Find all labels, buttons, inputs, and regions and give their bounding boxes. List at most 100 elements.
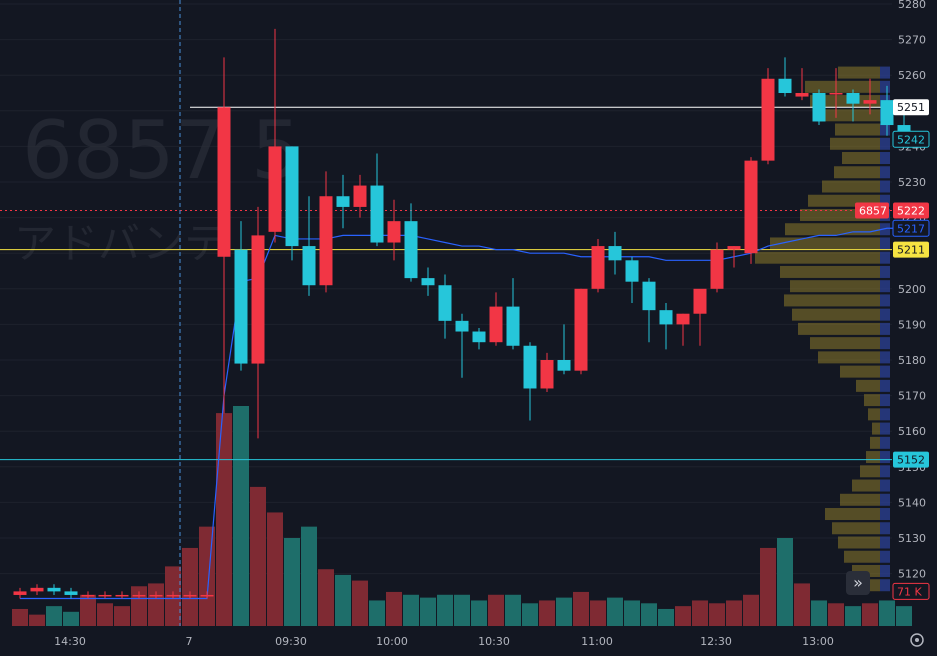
candle-body bbox=[829, 93, 843, 95]
volume-profile-right-bar bbox=[880, 550, 890, 563]
volume-profile-bar bbox=[860, 465, 880, 478]
volume-profile-bar bbox=[838, 536, 880, 549]
candle-body bbox=[64, 591, 78, 595]
candle-body bbox=[217, 107, 231, 257]
volume-bar bbox=[794, 583, 810, 626]
candle-body bbox=[795, 93, 809, 97]
candle-body bbox=[642, 281, 656, 311]
volume-profile-right-bar bbox=[880, 280, 890, 293]
candle-body bbox=[115, 594, 129, 597]
volume-bar bbox=[284, 538, 300, 626]
candle-body bbox=[676, 313, 690, 325]
price-tag-bg bbox=[893, 99, 929, 116]
volume-bar bbox=[556, 597, 572, 626]
candle-body bbox=[693, 288, 707, 314]
volume-profile-right-bar bbox=[880, 479, 890, 492]
volume-bar bbox=[488, 594, 504, 626]
volume-profile-bar bbox=[844, 550, 880, 563]
candle-body bbox=[574, 288, 588, 371]
volume-profile-bar bbox=[835, 123, 880, 136]
volume-profile-right-bar bbox=[880, 564, 890, 577]
volume-profile-bar bbox=[792, 308, 880, 321]
volume-bar bbox=[760, 547, 776, 626]
double-chevron-right-icon: » bbox=[853, 573, 863, 592]
price-tick-label: 5190 bbox=[898, 318, 926, 331]
candle-body bbox=[812, 93, 826, 122]
time-tick-label: 11:00 bbox=[581, 635, 613, 648]
price-tags: 5251 5242 6857 5222 5217 5211 5152 71 K bbox=[855, 99, 930, 600]
price-tick-label: 5280 bbox=[898, 0, 926, 11]
candles[interactable] bbox=[13, 28, 911, 599]
volume-bar bbox=[148, 583, 164, 626]
scroll-to-realtime-button[interactable]: » bbox=[846, 571, 870, 595]
candle-body bbox=[302, 246, 316, 286]
price-tag-label: 5211 bbox=[897, 244, 925, 257]
volume-profile-bar bbox=[805, 80, 880, 93]
volume-profile-bar bbox=[818, 351, 880, 364]
volume-bar bbox=[845, 606, 861, 626]
volume-bar bbox=[29, 614, 45, 626]
volume-profile-right-bar bbox=[880, 451, 890, 464]
volume-bars bbox=[12, 406, 912, 626]
candle-body bbox=[659, 310, 673, 325]
time-axis[interactable]: 14:30 7 09:30 10:00 10:30 11:00 12:30 13:00 bbox=[54, 635, 834, 648]
price-tick-label: 5230 bbox=[898, 176, 926, 189]
candle-body bbox=[540, 360, 554, 389]
candle-body bbox=[336, 196, 350, 207]
volume-bar bbox=[12, 608, 28, 626]
price-tick-label: 5180 bbox=[898, 354, 926, 367]
symbol-watermark: 6857 5 アドバンテ bbox=[14, 104, 302, 268]
price-tick-label: 5200 bbox=[898, 283, 926, 296]
volume-profile-right-bar bbox=[880, 123, 890, 136]
horizontal-price-lines[interactable] bbox=[0, 106, 892, 461]
candle-body bbox=[778, 78, 792, 93]
price-tick-label: 5120 bbox=[898, 568, 926, 581]
volume-profile-bar bbox=[822, 180, 880, 193]
volume-profile-bar bbox=[868, 408, 880, 421]
time-tick-label: 10:00 bbox=[376, 635, 408, 648]
volume-bar bbox=[233, 406, 249, 626]
watermark-symbol: 6857 5 bbox=[22, 104, 302, 197]
volume-bar bbox=[573, 591, 589, 626]
candle-body bbox=[523, 345, 537, 389]
volume-profile-bar bbox=[864, 394, 880, 407]
price-tick-label: 5130 bbox=[898, 532, 926, 545]
price-tick-label: 5260 bbox=[898, 69, 926, 82]
candle-body bbox=[506, 306, 520, 346]
volume-bar bbox=[46, 606, 62, 626]
volume-profile-right-bar bbox=[880, 422, 890, 435]
candle-body bbox=[251, 235, 265, 364]
volume-bar bbox=[539, 600, 555, 626]
price-tag-label: 5251 bbox=[897, 101, 925, 114]
price-tag-bg bbox=[892, 219, 930, 237]
volume-profile-bar bbox=[770, 237, 880, 250]
candle-body bbox=[285, 146, 299, 247]
volume-profile-bar bbox=[798, 322, 880, 335]
volume-profile-right-bar bbox=[880, 166, 890, 179]
price-tag-label: 5152 bbox=[897, 454, 925, 467]
volume-bar bbox=[726, 600, 742, 626]
price-tick-label: 5160 bbox=[898, 425, 926, 438]
volume-profile-bar bbox=[818, 109, 880, 122]
volume-profile bbox=[755, 66, 890, 592]
volume-bar bbox=[267, 512, 283, 626]
vwap-line bbox=[20, 227, 904, 600]
volume-profile-bar bbox=[780, 265, 880, 278]
volume-profile-bar bbox=[810, 95, 880, 108]
time-tick-label: 10:30 bbox=[478, 635, 510, 648]
volume-profile-right-bar bbox=[880, 493, 890, 506]
candle-body bbox=[200, 594, 214, 597]
volume-profile-bar bbox=[872, 422, 880, 435]
volume-bar bbox=[63, 611, 79, 626]
volume-profile-bar bbox=[840, 493, 880, 506]
settings-gear-icon[interactable] bbox=[910, 633, 924, 647]
volume-bar bbox=[318, 569, 334, 626]
candle-body bbox=[404, 221, 418, 279]
volume-profile-right-bar bbox=[880, 337, 890, 350]
candle-body bbox=[489, 306, 503, 343]
volume-profile-bar bbox=[784, 294, 880, 307]
volume-profile-right-bar bbox=[880, 180, 890, 193]
time-tick-label: 14:30 bbox=[54, 635, 86, 648]
candle-body bbox=[81, 594, 95, 597]
